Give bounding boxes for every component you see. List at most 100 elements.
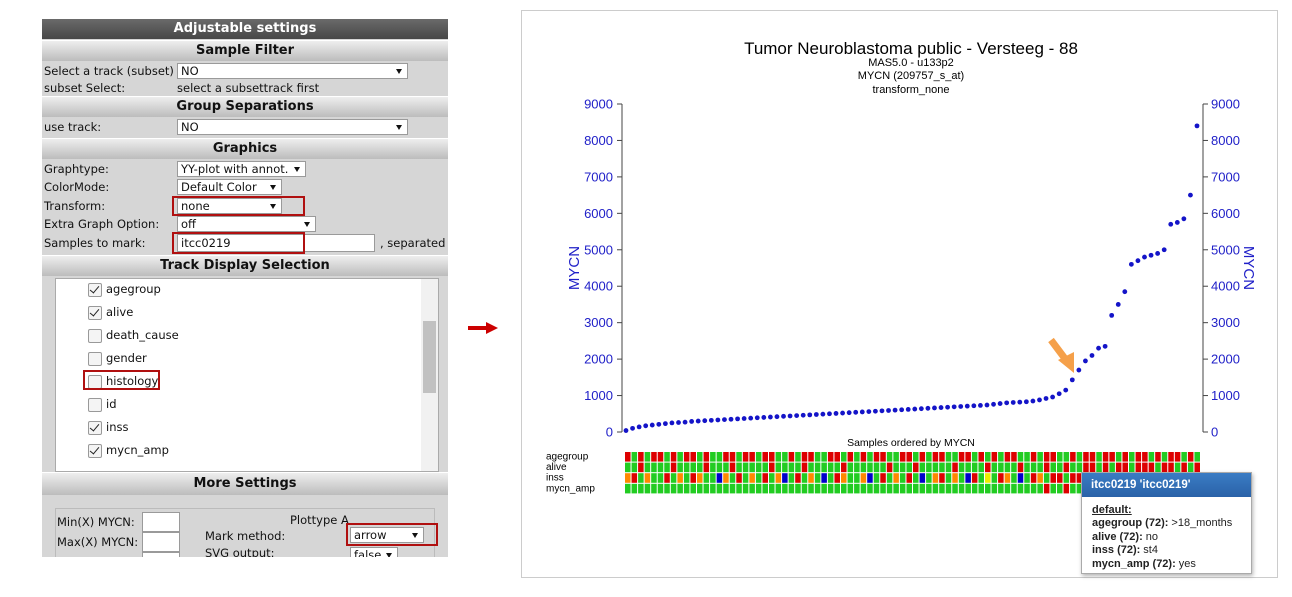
track-cell	[657, 462, 664, 473]
point	[741, 416, 747, 421]
text-input[interactable]	[142, 552, 180, 557]
chart-title: Tumor Neuroblastoma public - Versteeg - …	[744, 39, 1078, 58]
checkbox[interactable]	[88, 421, 102, 435]
chart-subtitle: transform_none	[872, 84, 949, 96]
track-cell	[788, 473, 795, 483]
point	[669, 420, 675, 426]
checkbox[interactable]	[88, 352, 102, 366]
point	[873, 408, 878, 414]
text-input[interactable]	[142, 532, 180, 552]
track-cell	[847, 483, 854, 494]
checkbox[interactable]	[88, 283, 102, 297]
scrollbar-thumb[interactable]	[423, 321, 436, 393]
y-tick-label: 6000	[584, 206, 613, 221]
select[interactable]: off	[177, 216, 316, 232]
track-cell	[814, 462, 821, 473]
track-cell	[690, 473, 696, 483]
track-cell	[1050, 473, 1056, 483]
label: Mark method:	[205, 529, 286, 543]
text-input[interactable]	[142, 512, 180, 532]
track-cell	[1187, 452, 1194, 462]
tooltip-key: mycn_amp (72):	[1092, 557, 1176, 570]
track-cell	[1161, 462, 1168, 473]
track-cell	[1122, 462, 1128, 473]
track-cell	[703, 462, 710, 473]
select[interactable]: none	[177, 198, 282, 214]
track-cell	[926, 462, 932, 473]
track-cell	[1076, 473, 1083, 483]
track-cell	[952, 483, 958, 494]
checkbox[interactable]	[88, 329, 102, 343]
point	[991, 401, 996, 407]
track-cell	[670, 473, 677, 483]
checkbox[interactable]	[88, 306, 102, 320]
point	[958, 404, 964, 409]
track-cell	[913, 462, 919, 473]
track-cell	[867, 473, 873, 483]
section-header: Graphics	[42, 138, 448, 159]
point	[1010, 400, 1016, 405]
settings-panel: Adjustable settings Sample Filter Select…	[42, 18, 448, 557]
track-label: inss	[106, 420, 129, 434]
track-cell	[697, 462, 703, 473]
track-cell	[978, 473, 984, 483]
track-cell	[821, 473, 827, 483]
select[interactable]: NO	[177, 119, 408, 135]
track-cell	[893, 483, 899, 494]
track-cell	[657, 452, 664, 462]
point	[1109, 312, 1115, 318]
select[interactable]: YY-plot with annot.	[177, 161, 306, 177]
track-cell	[795, 473, 801, 483]
track-cell	[762, 462, 768, 473]
track-cell	[1076, 452, 1083, 462]
track-cell	[788, 483, 795, 494]
track-cell	[1004, 452, 1011, 462]
track-cell	[769, 483, 775, 494]
y-tick-label: 1000	[584, 388, 613, 403]
track-cell	[729, 462, 736, 473]
track-cell	[827, 462, 834, 473]
track-cell	[952, 473, 958, 483]
track-cell	[932, 473, 939, 483]
select[interactable]: arrow	[350, 527, 424, 543]
track-label: alive	[106, 305, 134, 319]
track-cell	[631, 462, 638, 473]
select[interactable]: NO	[177, 63, 408, 79]
track-cell	[991, 473, 998, 483]
track-cell	[801, 483, 808, 494]
track-cell	[762, 483, 768, 494]
track-cell	[847, 452, 854, 462]
track-cell	[1070, 462, 1076, 473]
select[interactable]: Default Color	[177, 179, 282, 195]
track-cell	[769, 473, 775, 483]
select[interactable]: false	[350, 547, 398, 557]
text-input[interactable]: itcc0219	[177, 234, 375, 252]
track-cell	[801, 462, 808, 473]
section-header: Group Separations	[42, 96, 448, 117]
track-cell	[1109, 462, 1115, 473]
track-cell	[1011, 462, 1017, 473]
track-cell	[985, 483, 991, 494]
track-cell	[945, 473, 952, 483]
track-cell	[880, 452, 886, 462]
track-cell	[932, 483, 939, 494]
track-cell	[1070, 452, 1076, 462]
track-cell	[945, 452, 952, 462]
checkbox[interactable]	[88, 398, 102, 412]
point	[1043, 396, 1049, 401]
track-cell	[991, 462, 998, 473]
track-cell	[939, 462, 945, 473]
track-cell	[932, 452, 939, 462]
tooltip-key: agegroup (72):	[1092, 517, 1169, 529]
track-cell	[886, 473, 893, 483]
checkbox[interactable]	[88, 444, 102, 458]
track-cell	[755, 462, 762, 473]
track-cell	[841, 483, 847, 494]
track-cell	[1037, 473, 1043, 483]
track-cell	[958, 473, 965, 483]
track-cell	[1155, 462, 1161, 473]
track-cell	[939, 473, 945, 483]
track-cell	[834, 483, 840, 494]
track-cell	[854, 483, 860, 494]
point	[1161, 247, 1167, 253]
